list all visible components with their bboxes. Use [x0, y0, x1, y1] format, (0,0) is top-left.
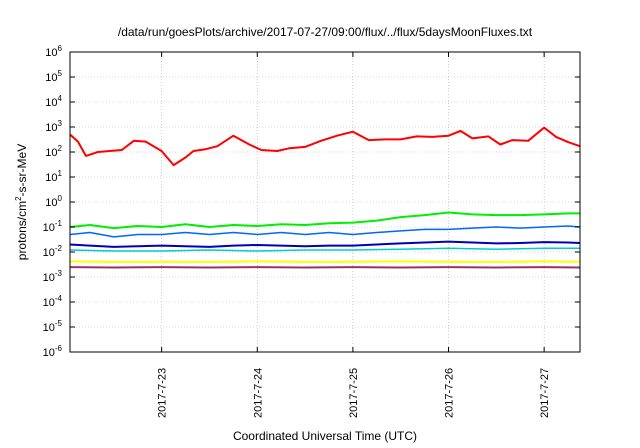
y-tick-exp: -1 — [55, 219, 63, 228]
y-tick-exp: -4 — [55, 294, 63, 303]
y-tick-exp: 1 — [58, 169, 63, 178]
series-line-1 — [69, 211, 580, 230]
series-line-5 — [69, 260, 581, 263]
y-tick-base: 10 — [43, 297, 55, 309]
y-tick-exp: 2 — [58, 144, 63, 153]
y-tick-label: 106 — [45, 44, 62, 59]
x-axis: 2017-7-23 2017-7-24 2017-7-25 2017-7-26 2017… — [157, 52, 551, 418]
y-tick-label: 10-1 — [43, 219, 63, 234]
y-tick-label: 10-6 — [43, 344, 63, 359]
y-tick-base: 10 — [45, 122, 57, 134]
y-tick-base: 10 — [45, 72, 57, 84]
y-tick-exp: 5 — [58, 69, 63, 78]
series-line-0 — [69, 126, 581, 167]
x-tick-label: 2017-7-25 — [348, 368, 360, 418]
y-tick-label: 10-4 — [43, 294, 63, 309]
y-tick-base: 10 — [43, 272, 55, 284]
y-tick-exp: 0 — [58, 194, 63, 203]
y-tick-exp: 4 — [58, 94, 63, 103]
x-tick-label: 2017-7-24 — [252, 368, 264, 418]
y-axis: 10-610-510-410-310-210-11001011021031041… — [43, 44, 580, 359]
y-tick-exp: -6 — [55, 344, 63, 353]
y-axis-label: protons/cm2-s-sr-MeV — [14, 144, 29, 260]
y-tick-label: 104 — [45, 94, 62, 109]
x-tick-label: 2017-7-27 — [539, 368, 551, 418]
y-tick-label: 10-3 — [43, 269, 63, 284]
x-tick-label: 2017-7-26 — [444, 368, 456, 418]
grid-lines — [70, 52, 580, 352]
y-tick-exp: -2 — [55, 244, 63, 253]
y-label-pre: protons/cm — [15, 201, 29, 260]
y-tick-exp: -3 — [55, 269, 63, 278]
y-tick-base: 10 — [43, 322, 55, 334]
y-tick-label: 105 — [45, 69, 62, 84]
y-tick-base: 10 — [45, 172, 57, 184]
y-tick-exp: -5 — [55, 319, 63, 328]
y-tick-base: 10 — [45, 147, 57, 159]
y-tick-base: 10 — [45, 97, 57, 109]
series-layer — [69, 126, 581, 269]
series-line-3 — [69, 240, 581, 248]
series-line-4 — [69, 247, 580, 252]
y-tick-label: 10-2 — [43, 244, 63, 259]
y-tick-base: 10 — [43, 247, 55, 259]
y-tick-base: 10 — [43, 222, 55, 234]
chart-title: /data/run/goesPlots/archive/2017-07-27/0… — [118, 25, 533, 39]
y-label-sup: 2 — [14, 196, 23, 201]
x-axis-label: Coordinated Universal Time (UTC) — [233, 429, 417, 443]
y-tick-label: 102 — [45, 144, 62, 159]
series-line-2 — [69, 225, 581, 238]
y-tick-exp: 6 — [58, 44, 63, 53]
y-label-post: -s-sr-MeV — [15, 144, 29, 197]
x-tick-label: 2017-7-23 — [157, 368, 169, 418]
y-tick-label: 10-5 — [43, 319, 63, 334]
y-tick-base: 10 — [45, 197, 57, 209]
y-tick-label: 100 — [45, 194, 62, 209]
y-tick-label: 101 — [45, 169, 62, 184]
y-tick-label: 103 — [45, 119, 62, 134]
y-tick-base: 10 — [45, 47, 57, 59]
y-tick-base: 10 — [43, 347, 55, 359]
y-tick-exp: 3 — [58, 119, 63, 128]
